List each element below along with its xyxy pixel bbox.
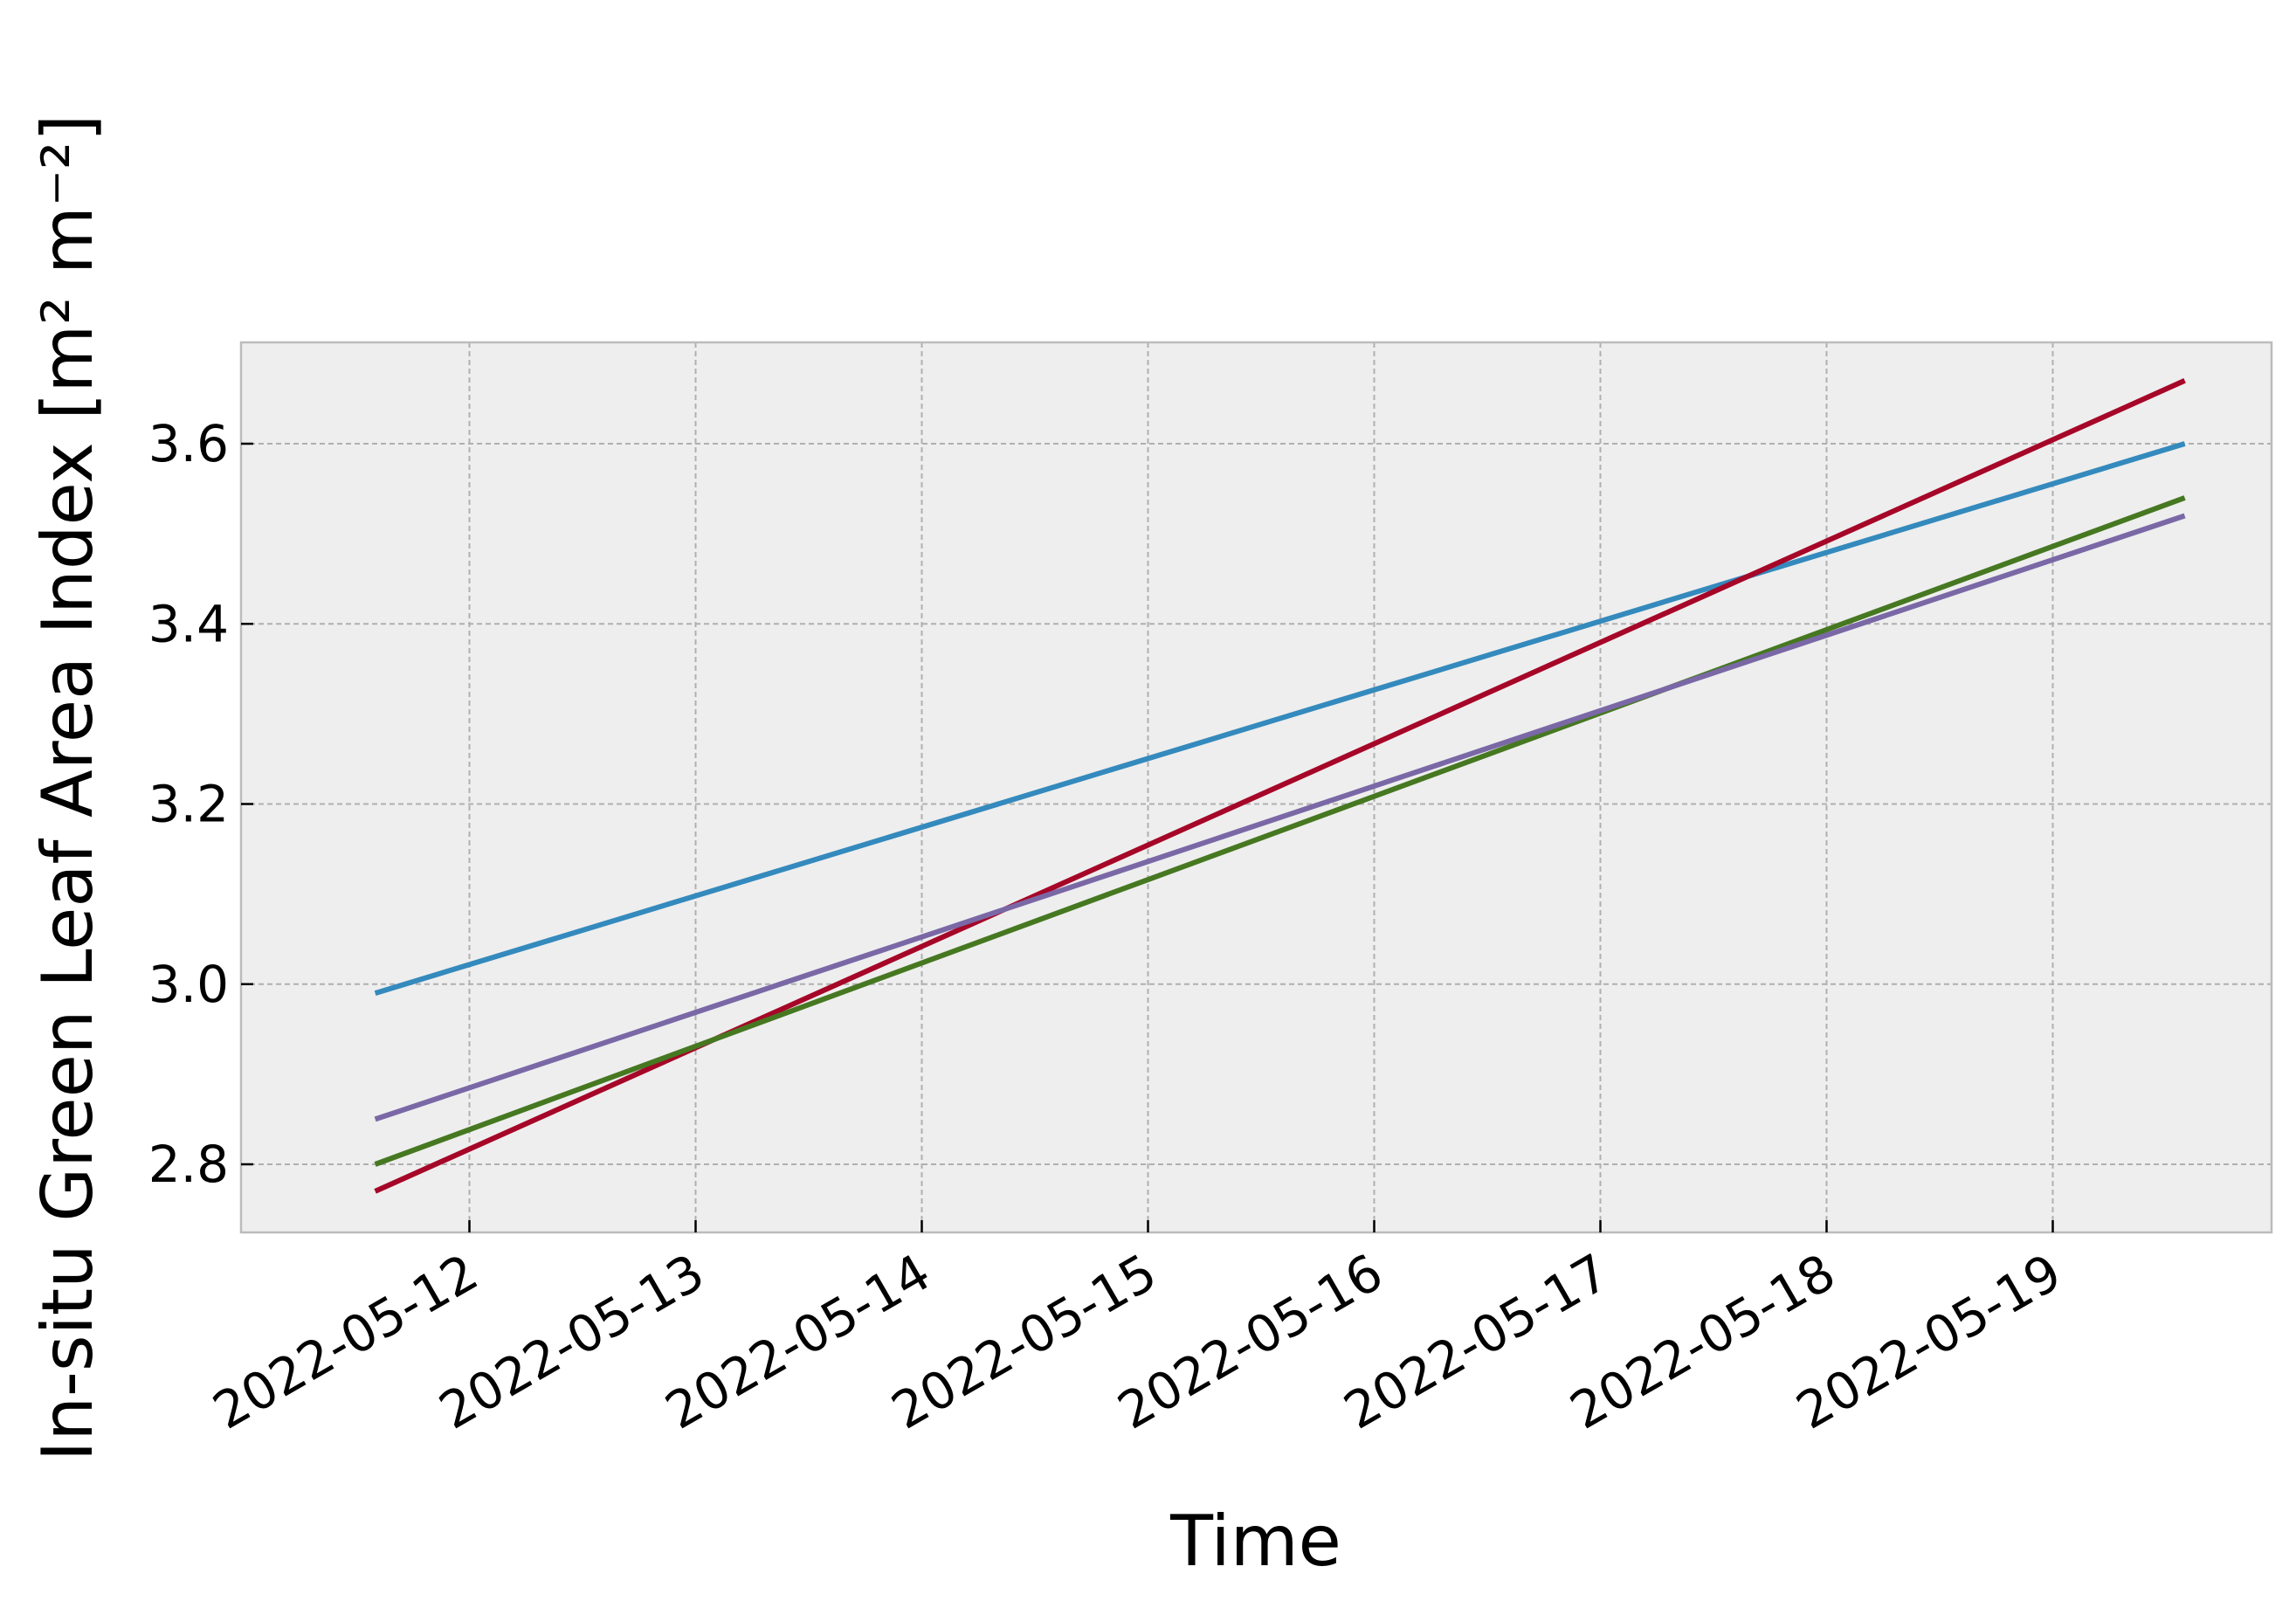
y-tick-label: 2.8 xyxy=(148,1135,229,1194)
x-axis-title: Time xyxy=(1169,1501,1341,1582)
ticks xyxy=(241,442,2054,1232)
x-tick-labels: 2022-05-122022-05-132022-05-142022-05-15… xyxy=(203,1242,2072,1440)
series-line-1 xyxy=(374,441,2186,996)
y-tick-label: 3.2 xyxy=(148,775,229,834)
series-line-3 xyxy=(374,495,2186,1167)
plot-frame xyxy=(239,341,2273,1234)
series-layer xyxy=(374,378,2186,1194)
series-line-2 xyxy=(374,378,2186,1194)
y-tick-label: 3.0 xyxy=(148,955,229,1014)
y-axis-title: In-situ Green Leaf Area Index [m² m⁻²] xyxy=(27,114,108,1462)
grid xyxy=(241,342,2272,1232)
y-tick-labels: 2.8 3.0 3.2 3.4 3.6 xyxy=(148,414,229,1194)
y-tick-label: 3.4 xyxy=(148,594,229,653)
y-tick-label: 3.6 xyxy=(148,414,229,473)
series-line-4 xyxy=(374,513,2186,1122)
